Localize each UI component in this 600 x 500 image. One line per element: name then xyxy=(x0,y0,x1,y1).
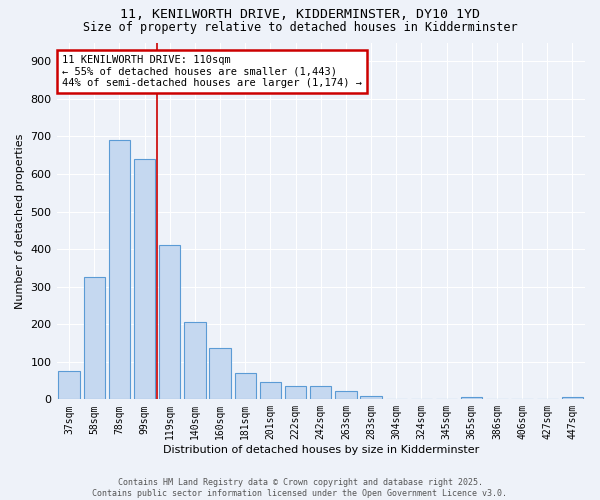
Text: 11, KENILWORTH DRIVE, KIDDERMINSTER, DY10 1YD: 11, KENILWORTH DRIVE, KIDDERMINSTER, DY1… xyxy=(120,8,480,20)
Bar xyxy=(58,371,80,400)
Text: Size of property relative to detached houses in Kidderminster: Size of property relative to detached ho… xyxy=(83,21,517,34)
Bar xyxy=(562,398,583,400)
Bar xyxy=(310,386,331,400)
Bar xyxy=(209,348,231,400)
Bar xyxy=(260,382,281,400)
X-axis label: Distribution of detached houses by size in Kidderminster: Distribution of detached houses by size … xyxy=(163,445,479,455)
Text: 11 KENILWORTH DRIVE: 110sqm
← 55% of detached houses are smaller (1,443)
44% of : 11 KENILWORTH DRIVE: 110sqm ← 55% of det… xyxy=(62,55,362,88)
Bar xyxy=(159,246,181,400)
Bar xyxy=(285,386,307,400)
Bar xyxy=(386,398,407,400)
Bar xyxy=(83,278,105,400)
Text: Contains HM Land Registry data © Crown copyright and database right 2025.
Contai: Contains HM Land Registry data © Crown c… xyxy=(92,478,508,498)
Bar xyxy=(461,398,482,400)
Bar xyxy=(235,373,256,400)
Y-axis label: Number of detached properties: Number of detached properties xyxy=(15,133,25,308)
Bar xyxy=(109,140,130,400)
Bar xyxy=(335,391,356,400)
Bar xyxy=(361,396,382,400)
Bar xyxy=(184,322,206,400)
Bar xyxy=(134,159,155,400)
